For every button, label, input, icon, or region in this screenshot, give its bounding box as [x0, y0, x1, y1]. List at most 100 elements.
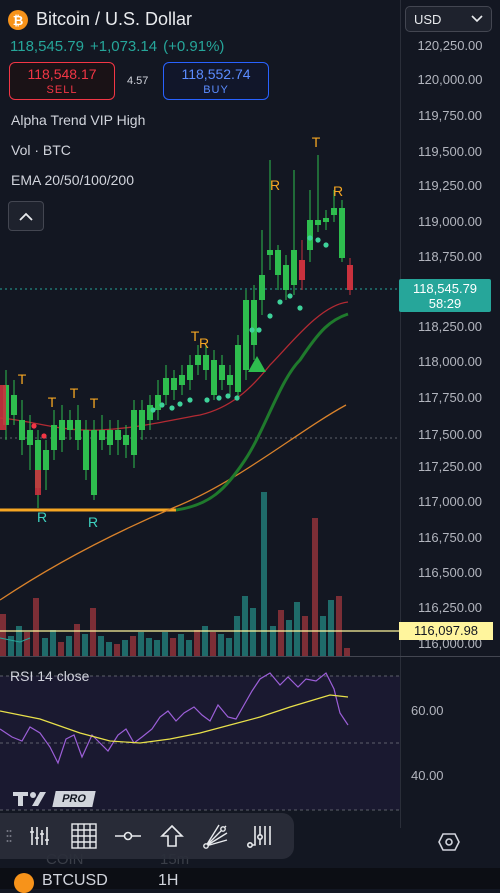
price-tick: 116,500.00 [417, 565, 483, 580]
candle-body [163, 378, 169, 395]
volume-bar [294, 602, 300, 656]
trend-dot [297, 305, 303, 311]
volume-bar [90, 608, 96, 656]
trend-dot [187, 397, 193, 403]
buy-signal-triangle [248, 356, 266, 372]
candle-body [155, 395, 161, 410]
trend-dot [287, 293, 293, 299]
grid-icon[interactable] [62, 816, 106, 856]
horizontal-line-icon[interactable] [106, 816, 150, 856]
drag-handle[interactable] [0, 816, 18, 856]
buy-button[interactable]: 118,552.74 BUY [163, 62, 269, 100]
bottom-interval[interactable]: 1H [158, 872, 179, 889]
price-tick: 118,250.00 [417, 319, 483, 334]
candle-body [171, 378, 177, 390]
last-price: 118,545.79 [10, 38, 84, 55]
rsi-chart[interactable] [0, 657, 400, 827]
volume-bar [234, 616, 240, 656]
level-price-tag: 116,097.98 [399, 622, 493, 640]
price-tick: 117,000.00 [417, 494, 483, 509]
candle-body [115, 430, 121, 440]
candle-body [51, 425, 57, 450]
candle-body [107, 430, 113, 445]
candle-body [147, 405, 153, 420]
candle-body [187, 365, 193, 380]
sell-label: SELL [46, 84, 78, 96]
candle-body [275, 250, 281, 275]
volume-bar [344, 648, 350, 656]
volume-bar [24, 632, 30, 656]
candle-body [0, 385, 6, 430]
candle-body [179, 375, 185, 385]
trend-dot [225, 393, 231, 399]
top-signal-label: T [90, 395, 99, 411]
candle-body [75, 420, 81, 440]
price-tick: 119,000.00 [417, 214, 483, 229]
candle-body [323, 218, 329, 222]
candle-body [91, 430, 97, 495]
top-signal-label: T [48, 394, 57, 410]
candle-body [307, 220, 313, 250]
gear-icon[interactable] [438, 831, 460, 853]
volume-bar [270, 626, 276, 656]
bottom-symbol[interactable]: BTCUSD [42, 872, 108, 889]
candle-body [243, 300, 249, 370]
volume-bar [130, 636, 136, 656]
volume-bar [218, 634, 224, 656]
candle-body [19, 420, 25, 440]
volume-bar [50, 630, 56, 656]
candle-body [219, 365, 225, 380]
pane-separator[interactable] [0, 656, 500, 657]
price-tick: 119,500.00 [417, 144, 483, 159]
fib-fan-icon[interactable] [194, 816, 238, 856]
candle-body [123, 435, 129, 445]
volume-bar [194, 630, 200, 656]
trend-dot [315, 237, 321, 243]
indicator-ema[interactable]: EMA 20/50/100/200 [11, 172, 134, 188]
symbol-title[interactable]: Bitcoin / U.S. Dollar [36, 9, 193, 29]
bottom-symbol-bar: BTCUSD 1H [0, 868, 500, 893]
volume-bar [122, 640, 128, 656]
collapse-indicators-button[interactable] [8, 201, 44, 231]
candle-body [83, 430, 89, 470]
trend-dot [267, 313, 273, 319]
resistance-signal-label: R [88, 514, 98, 530]
candle-body [331, 208, 337, 215]
price-tick: 116,250.00 [417, 600, 483, 615]
trend-dot [150, 407, 156, 413]
indicators-icon[interactable] [18, 816, 62, 856]
ema-200-line [0, 404, 347, 601]
indicator-alpha-trend[interactable]: Alpha Trend VIP High [11, 112, 146, 128]
ema-100-line [175, 312, 349, 512]
price-tick: 117,500.00 [417, 427, 483, 442]
rsi-label[interactable]: RSI 14 close [10, 668, 90, 684]
volume-bar [286, 620, 292, 656]
rsi-tick-40: 40.00 [411, 768, 444, 783]
volume-bar [261, 492, 267, 656]
volume-bar [82, 634, 88, 656]
arrow-up-icon[interactable] [150, 816, 194, 856]
bitcoin-icon [14, 873, 34, 893]
buy-label: BUY [203, 84, 229, 96]
rsi-line [0, 672, 349, 765]
resistance-signal-label: R [37, 509, 47, 525]
candle-body [195, 355, 201, 365]
indicator-volume[interactable]: Vol · BTC [11, 142, 71, 158]
candle-body [27, 430, 33, 445]
pitchfork-icon[interactable] [238, 816, 282, 856]
volume-bar [226, 638, 232, 656]
volume-bar [178, 634, 184, 656]
trend-dot [249, 327, 255, 333]
top-signal-label: T [312, 134, 321, 150]
candle-body [67, 420, 73, 430]
candle-body [11, 395, 17, 415]
volume-bar [42, 638, 48, 656]
volume-bar [242, 596, 248, 656]
currency-select[interactable]: USD [405, 6, 492, 32]
sell-button[interactable]: 118,548.17 SELL [9, 62, 115, 100]
candle-body [267, 250, 273, 255]
candle-body [315, 220, 321, 225]
price-change: +1,073.14 [89, 38, 158, 55]
bar-countdown: 58:29 [428, 296, 462, 311]
